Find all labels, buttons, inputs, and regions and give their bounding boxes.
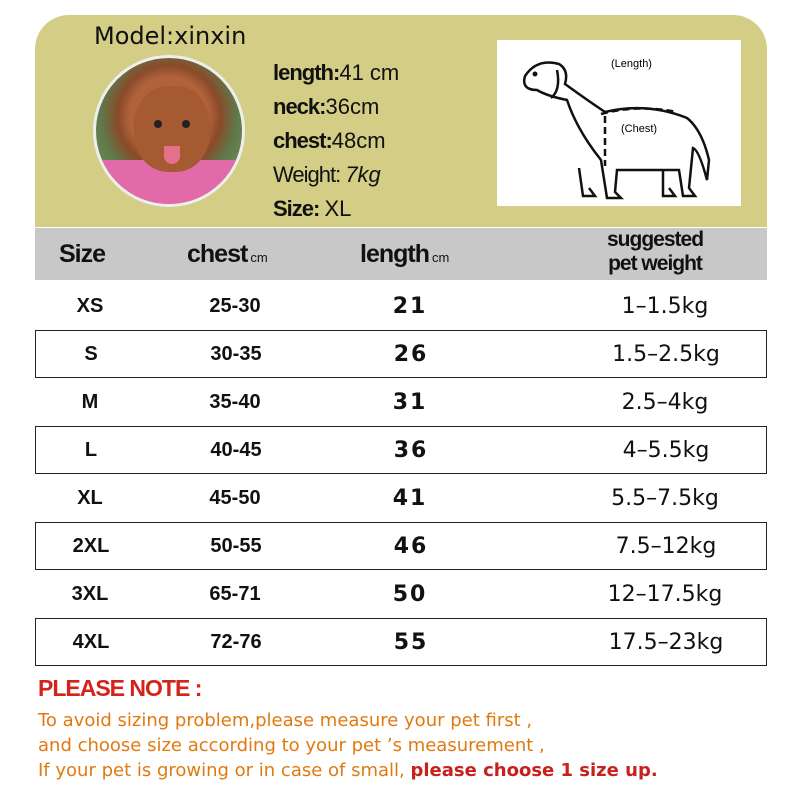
cell-weight: 7.5–12kg [615,533,717,559]
cell-weight: 2.5–4kg [621,389,709,415]
spec-neck: neck:36cm [273,94,380,119]
header-weight: suggested pet weight [607,228,704,275]
note-line-1: To avoid sizing problem,please measure y… [38,710,533,731]
cell-size: L [84,438,98,461]
table-row: 4XL 72-76 55 17.5–23kg [35,618,767,666]
note-title: PLEASE NOTE : [38,675,202,701]
dog-outline-icon: (Length) (Chest) [523,58,711,200]
cell-length: 55 [393,629,429,655]
note-line-3: If your pet is growing or in case of sma… [38,760,658,781]
cell-chest: 65-71 [209,582,261,605]
cell-length: 50 [392,581,428,607]
cell-weight: 12–17.5kg [607,581,723,607]
cell-chest: 72-76 [210,630,262,653]
length-label: (Length) [611,58,652,70]
spec-length: length:41 cm [273,60,400,85]
cell-weight: 17.5–23kg [608,629,724,655]
table-row: 2XL 50-55 46 7.5–12kg [35,522,767,570]
spec-weight: Weight: 7kg [273,162,381,187]
cell-chest: 35-40 [209,390,261,413]
table-row: L 40-45 36 4–5.5kg [35,426,767,474]
table-row: M 35-40 31 2.5–4kg [35,378,767,426]
cell-weight: 1–1.5kg [621,293,709,319]
cell-weight: 1.5–2.5kg [612,341,720,367]
cell-size: XL [77,486,103,509]
cell-size: S [84,342,98,365]
cell-size: M [81,390,99,413]
cell-chest: 40-45 [210,438,262,461]
cell-size: XS [76,294,104,317]
cell-size: 4XL [72,630,110,653]
cell-length: 31 [392,389,428,415]
cell-weight: 4–5.5kg [622,437,710,463]
header-size: Size [59,240,106,268]
table-row: S 30-35 26 1.5–2.5kg [35,330,767,378]
cell-chest: 50-55 [210,534,262,557]
table-row: XL 45-50 41 5.5–7.5kg [35,474,767,522]
cell-chest: 45-50 [209,486,261,509]
note-line-2: and choose size according to your pet ’s… [38,735,545,756]
model-specs: length:41 cm neck:36cm chest:48cm Weight… [273,56,399,226]
spec-chest: chest:48cm [273,128,386,153]
cell-chest: 25-30 [209,294,261,317]
cell-length: 26 [393,341,429,367]
chest-label: (Chest) [621,123,657,135]
table-row: 3XL 65-71 50 12–17.5kg [35,570,767,618]
cell-weight: 5.5–7.5kg [611,485,719,511]
cell-length: 46 [393,533,429,559]
header-length: length cm [360,240,450,268]
cell-size: 2XL [72,534,110,557]
table-header: Size chest cm length cm suggested pet weigh… [35,228,767,280]
table-row: XS 25-30 21 1–1.5kg [35,282,767,330]
cell-length: 36 [393,437,429,463]
cell-size: 3XL [71,582,109,605]
cell-length: 21 [392,293,428,319]
model-name: Model:xinxin [94,22,247,50]
measurement-diagram: (Length) (Chest) [497,40,741,206]
header-chest: chest cm [187,240,268,268]
model-dog-photo [93,55,245,207]
cell-chest: 30-35 [210,342,262,365]
spec-size: Size: XL [273,196,352,221]
cell-length: 41 [392,485,428,511]
